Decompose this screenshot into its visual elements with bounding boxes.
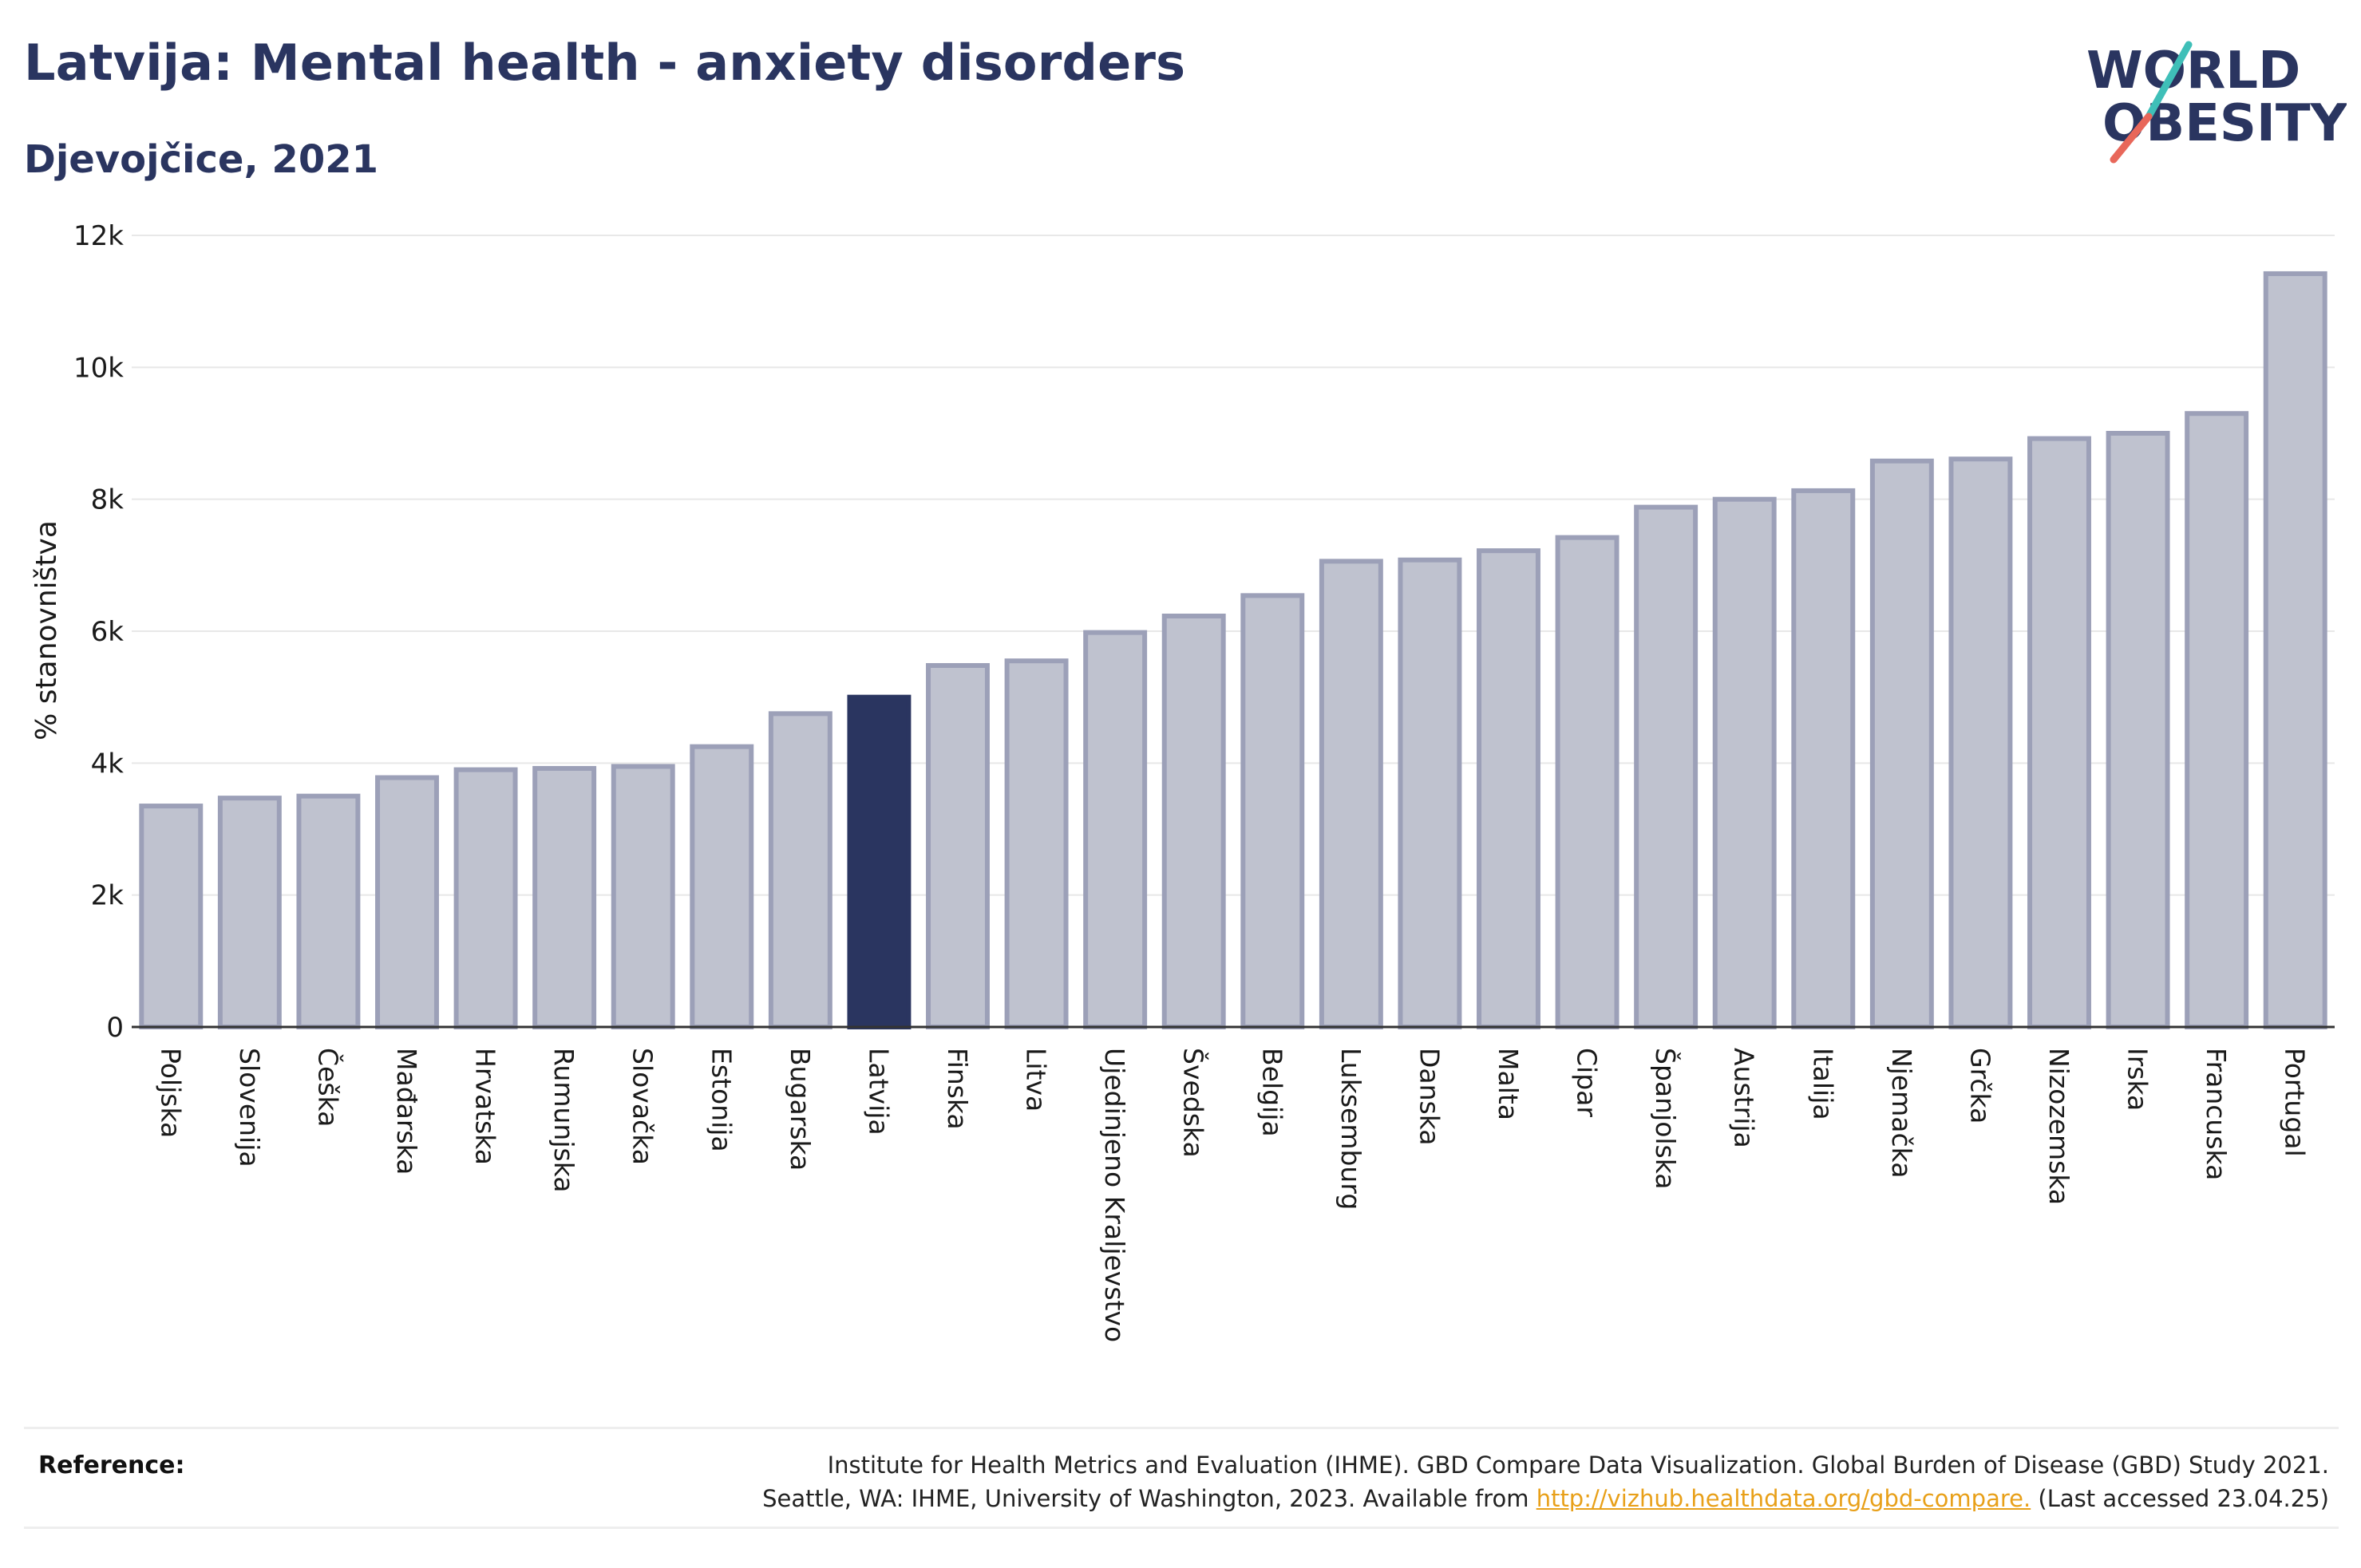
x-tick-label: Švedska [1178,1048,1210,1158]
bar-francuska [2185,411,2249,1029]
x-tick-label: Belgija [1256,1048,1287,1137]
x-tick-label: Poljska [155,1048,186,1138]
x-tick-label: Mađarska [391,1048,422,1175]
y-tick-label: 10k [73,352,124,384]
bar-chart: 0 2k 4k 6k 8k 10k 12k Poljska Slovenija Češka Mađa… [30,220,2335,1342]
x-tick-label: Njemačka [1886,1048,1917,1178]
bar-finska [926,662,990,1030]
bar-mađarska [375,775,439,1030]
page-subtitle: Djevojčice, 2021 [24,137,379,182]
bar-poljska [139,804,204,1029]
bar-irska [2106,431,2170,1029]
axes: 0 2k 4k 6k 8k 10k 12k Poljska Slovenija Češka Mađa… [73,220,2335,1342]
world-obesity-logo: WORLD OBESITY [2086,41,2347,164]
x-tick-label: Rumunjska [548,1048,579,1192]
reference-line-2: Seattle, WA: IHME, University of Washing… [762,1485,1529,1512]
bar-malta [1477,548,1540,1029]
bar-njemačka [1869,458,1934,1029]
bar-hrvatska [453,767,518,1029]
bar-grčka [1948,456,2013,1029]
y-axis-label: % stanovništva [30,520,63,741]
bar-portugal [2263,271,2327,1029]
x-tick-label: Portugal [2280,1048,2311,1157]
x-tick-label: Slovačka [627,1048,658,1165]
x-tick-label: Irska [2122,1048,2153,1111]
bar-nizozemska [2027,436,2091,1029]
bar-danska [1398,557,1462,1029]
x-tick-label: Estonija [706,1048,737,1152]
bar-latvija [847,694,912,1030]
y-tick-label: 2k [91,880,125,912]
reference-accessed: (Last accessed 23.04.25) [2038,1485,2329,1512]
bar-italija [1791,488,1856,1029]
logo-slash-red [2110,113,2153,164]
bar-austrija [1712,496,1777,1029]
x-tick-label: Grčka [1964,1048,1995,1124]
bars [139,271,2327,1030]
x-tick-label: Cipar [1572,1048,1603,1117]
x-tick-label: Češka [312,1048,344,1127]
bar-slovačka [611,764,675,1029]
bar-švedska [1161,613,1226,1029]
reference-box: Reference: Institute for Health Metrics … [24,1427,2339,1529]
reference-line-1: Institute for Health Metrics and Evaluat… [827,1451,2329,1479]
y-tick-label: 0 [106,1012,124,1044]
bar-litva [1004,658,1069,1029]
reference-text: Institute for Health Metrics and Evaluat… [493,1448,2329,1515]
bar-cipar [1555,535,1619,1029]
y-tick-label: 6k [91,616,125,648]
x-tick-label: Latvija [863,1048,894,1136]
x-tick-label: Austrija [1729,1048,1760,1148]
reference-label: Reference: [38,1451,185,1479]
x-tick-label: Luksemburg [1335,1048,1366,1210]
x-tick-label: Nizozemska [2043,1048,2074,1205]
logo-word-1: WORLD [2086,41,2300,101]
bar-belgija [1240,593,1305,1029]
x-tick-label: Litva [1021,1048,1052,1112]
page-title: Latvija: Mental health - anxiety disorde… [24,34,1186,92]
x-tick-label: Danska [1414,1048,1445,1146]
x-tick-label: Bugarska [785,1048,816,1171]
bar-bugarska [768,711,832,1029]
x-tick-label: Finska [942,1048,973,1130]
bar-ujedinjeno-kraljevstvo [1083,630,1148,1029]
bar-rumunjska [532,765,597,1029]
x-tick-label: Italija [1807,1048,1838,1120]
x-tick-label: Hrvatska [470,1048,501,1165]
logo-slash-teal [2145,41,2193,120]
y-tick-label: 8k [91,484,125,516]
x-tick-label: Malta [1493,1048,1524,1120]
reference-link[interactable]: http://vizhub.healthdata.org/gbd-compare… [1536,1485,2031,1512]
x-tick-label: Španjolska [1650,1048,1682,1190]
x-tick-label: Ujedinjeno Kraljevstvo [1099,1048,1130,1342]
x-tick-label: Slovenija [234,1048,265,1167]
bar-luksemburg [1319,559,1383,1029]
y-tick-label: 4k [91,748,125,780]
x-tick-label: Francuska [2201,1048,2232,1180]
bar-češka [296,793,361,1030]
y-tick-label: 12k [73,220,124,252]
bar-slovenija [217,796,282,1029]
bar-španjolska [1634,504,1699,1029]
bar-estonija [690,744,754,1030]
